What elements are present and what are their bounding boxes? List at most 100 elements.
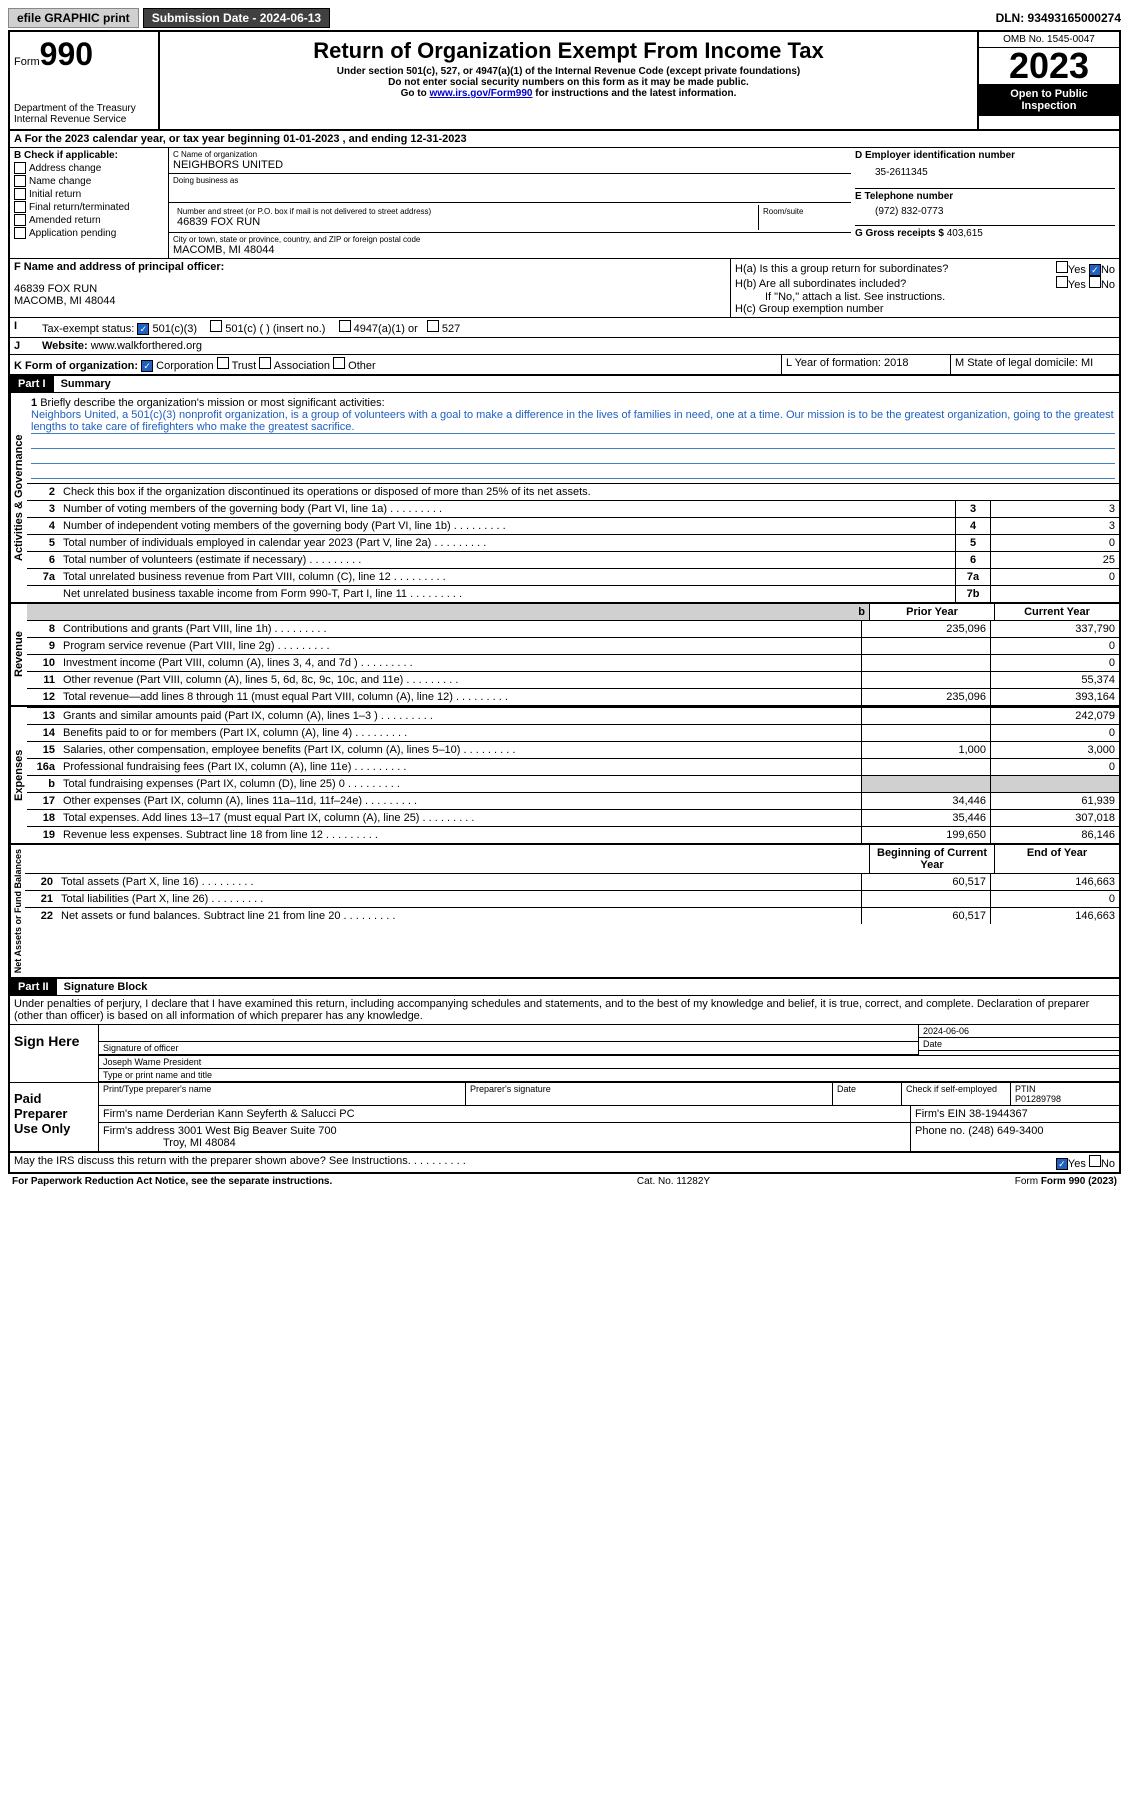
chk-ha-yes[interactable] bbox=[1056, 261, 1068, 273]
discuss-text: May the IRS discuss this return with the… bbox=[14, 1155, 411, 1167]
goto-prefix: Go to bbox=[401, 88, 430, 99]
street-label: Number and street (or P.O. box if mail i… bbox=[177, 207, 754, 216]
prep-phone: (248) 649-3400 bbox=[968, 1125, 1043, 1137]
chk-other[interactable] bbox=[333, 357, 345, 369]
phone-label: E Telephone number bbox=[855, 188, 1115, 202]
ein-value: 35-2611345 bbox=[855, 161, 1115, 188]
box-b: B Check if applicable: Address change Na… bbox=[10, 148, 169, 258]
form-title: Return of Organization Exempt From Incom… bbox=[164, 38, 973, 64]
org-name: NEIGHBORS UNITED bbox=[173, 159, 847, 171]
prior-year-header: Prior Year bbox=[869, 604, 995, 620]
chk-501c3[interactable]: ✓ bbox=[137, 323, 149, 335]
tax-year: 2023 bbox=[979, 48, 1119, 84]
chk-hb-yes[interactable] bbox=[1056, 276, 1068, 288]
chk-hb-no[interactable] bbox=[1089, 276, 1101, 288]
cat-no: Cat. No. 11282Y bbox=[637, 1176, 710, 1187]
chk-assoc[interactable] bbox=[259, 357, 271, 369]
box-f: F Name and address of principal officer:… bbox=[10, 259, 731, 317]
officer-name: Joseph Warne President bbox=[99, 1055, 1119, 1069]
firm-addr2: Troy, MI 48084 bbox=[103, 1137, 906, 1149]
chk-initial-return[interactable] bbox=[14, 188, 26, 200]
sign-here-label: Sign Here bbox=[10, 1025, 98, 1082]
officer-label: F Name and address of principal officer: bbox=[14, 261, 726, 273]
ein-label: D Employer identification number bbox=[855, 150, 1115, 161]
hb-note: If "No," attach a list. See instructions… bbox=[735, 291, 1115, 303]
mission-text: Neighbors United, a 501(c)(3) nonprofit … bbox=[31, 409, 1115, 434]
part2-header: Part II bbox=[10, 979, 57, 995]
inspection-badge: Open to Public Inspection bbox=[979, 84, 1119, 116]
prep-sig-label: Preparer's signature bbox=[466, 1083, 833, 1105]
top-bar: efile GRAPHIC print Submission Date - 20… bbox=[8, 8, 1121, 28]
hc-label: H(c) Group exemption number bbox=[735, 303, 1115, 315]
chk-501c[interactable] bbox=[210, 320, 222, 332]
chk-4947[interactable] bbox=[339, 320, 351, 332]
part1-header: Part I bbox=[10, 376, 54, 392]
chk-discuss-no[interactable] bbox=[1089, 1155, 1101, 1167]
officer-addr1: 46839 FOX RUN bbox=[14, 283, 726, 295]
box-c: C Name of organization NEIGHBORS UNITED … bbox=[169, 148, 851, 258]
form-org-label: K Form of organization: bbox=[14, 360, 138, 372]
dba-label: Doing business as bbox=[173, 176, 847, 185]
expenses-label: Expenses bbox=[10, 707, 27, 843]
ha-label: H(a) Is this a group return for subordin… bbox=[735, 263, 948, 275]
dept-label: Department of the Treasury bbox=[14, 103, 154, 114]
hb-label: H(b) Are all subordinates included? bbox=[735, 278, 906, 290]
chk-discuss-yes[interactable]: ✓ bbox=[1056, 1158, 1068, 1170]
state-domicile: M State of legal domicile: MI bbox=[950, 355, 1119, 374]
form-no-footer: Form 990 (2023) bbox=[1041, 1176, 1117, 1187]
chk-amended[interactable] bbox=[14, 214, 26, 226]
chk-final-return[interactable] bbox=[14, 201, 26, 213]
end-year-header: End of Year bbox=[995, 845, 1119, 873]
date-label: Date bbox=[919, 1038, 1119, 1051]
firm-addr1: 3001 West Big Beaver Suite 700 bbox=[178, 1125, 337, 1137]
form-footer-label: Form bbox=[1015, 1176, 1041, 1187]
type-name-label: Type or print name and title bbox=[99, 1069, 1119, 1082]
gross-value: 403,615 bbox=[947, 228, 983, 239]
part2-title: Signature Block bbox=[60, 979, 152, 995]
efile-button[interactable]: efile GRAPHIC print bbox=[8, 8, 139, 28]
revenue-label: Revenue bbox=[10, 604, 27, 705]
firm-ein: 38-1944367 bbox=[969, 1108, 1028, 1120]
print-name-label: Print/Type preparer's name bbox=[99, 1083, 466, 1105]
city-label: City or town, state or province, country… bbox=[173, 235, 847, 244]
chk-app-pending[interactable] bbox=[14, 227, 26, 239]
begin-year-header: Beginning of Current Year bbox=[869, 845, 995, 873]
chk-name-change[interactable] bbox=[14, 175, 26, 187]
box-d-e-g: D Employer identification number 35-2611… bbox=[851, 148, 1119, 258]
declaration-text: Under penalties of perjury, I declare th… bbox=[10, 996, 1119, 1025]
website-label: Website: bbox=[42, 340, 91, 352]
firm-ein-label: Firm's EIN bbox=[915, 1108, 969, 1120]
chk-527[interactable] bbox=[427, 320, 439, 332]
chk-ha-no[interactable]: ✓ bbox=[1089, 264, 1101, 276]
paperwork-notice: For Paperwork Reduction Act Notice, see … bbox=[12, 1176, 332, 1187]
firm-name-label: Firm's name bbox=[103, 1108, 166, 1120]
prep-date-label: Date bbox=[833, 1083, 902, 1105]
room-label: Room/suite bbox=[763, 207, 843, 216]
box-b-label: B Check if applicable: bbox=[14, 150, 164, 161]
governance-label: Activities & Governance bbox=[10, 393, 27, 602]
part1-title: Summary bbox=[57, 376, 115, 392]
year-formation: L Year of formation: 2018 bbox=[781, 355, 950, 374]
chk-corp[interactable]: ✓ bbox=[141, 360, 153, 372]
form-warning: Do not enter social security numbers on … bbox=[164, 77, 973, 88]
phone-value: (972) 832-0773 bbox=[855, 202, 1115, 225]
chk-address-change[interactable] bbox=[14, 162, 26, 174]
irs-label: Internal Revenue Service bbox=[14, 114, 154, 125]
city-value: MACOMB, MI 48044 bbox=[173, 244, 847, 256]
submission-date-button[interactable]: Submission Date - 2024-06-13 bbox=[143, 8, 330, 28]
form-id-box: Form990 Department of the Treasury Inter… bbox=[10, 32, 160, 129]
q1-num: 1 bbox=[31, 397, 37, 409]
row-a-taxyear: A For the 2023 calendar year, or tax yea… bbox=[10, 131, 1119, 148]
dln-label: DLN: 93493165000274 bbox=[996, 11, 1121, 25]
tax-status-label: Tax-exempt status: bbox=[42, 323, 134, 335]
firm-name: Derderian Kann Seyferth & Salucci PC bbox=[166, 1108, 354, 1120]
chk-trust[interactable] bbox=[217, 357, 229, 369]
paid-preparer-label: Paid Preparer Use Only bbox=[10, 1083, 98, 1151]
firm-addr-label: Firm's address bbox=[103, 1125, 178, 1137]
form-subtitle: Under section 501(c), 527, or 4947(a)(1)… bbox=[164, 66, 973, 77]
website-value: www.walkforthered.org bbox=[91, 340, 202, 352]
sig-date: 2024-06-06 bbox=[919, 1025, 1119, 1038]
gross-label: G Gross receipts $ bbox=[855, 228, 944, 239]
goto-link[interactable]: www.irs.gov/Form990 bbox=[429, 88, 532, 99]
footer: For Paperwork Reduction Act Notice, see … bbox=[8, 1174, 1121, 1189]
